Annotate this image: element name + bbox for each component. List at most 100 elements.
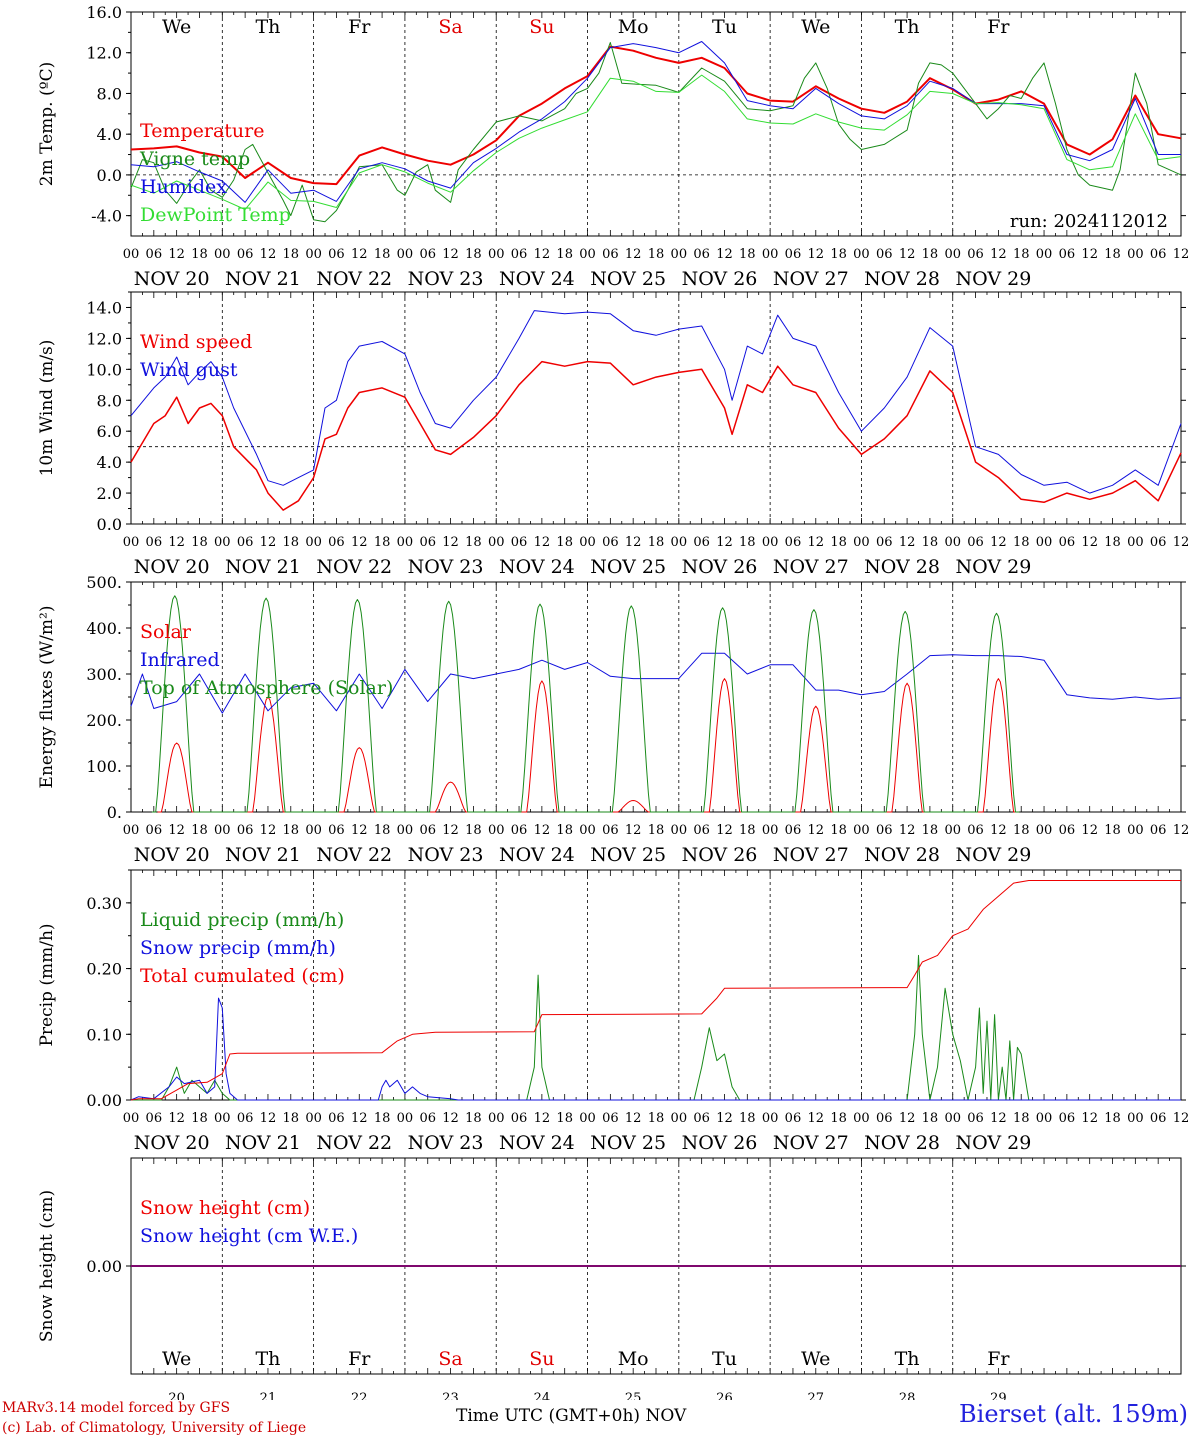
plot-frame	[130, 291, 1182, 525]
hour-label: 12	[808, 535, 825, 550]
hour-label: 00	[671, 1111, 688, 1126]
day-abbr: Fr	[987, 16, 1010, 38]
day-number: 21	[260, 1391, 277, 1400]
hour-label: 12	[625, 535, 642, 550]
date-label: NOV 22	[316, 1132, 392, 1154]
hour-label: 18	[465, 247, 482, 262]
y-tick-label: 12.0	[86, 44, 122, 63]
series-line-liquid-precip-mm-h-	[131, 954, 1181, 1101]
day-abbr: Tu	[712, 16, 737, 38]
y-tick-label: 2.0	[97, 484, 122, 503]
day-abbr: Th	[895, 16, 920, 38]
day-abbr: Th	[255, 1348, 280, 1370]
series-line-total-cumulated-cm-	[130, 880, 1181, 1101]
hour-label: 00	[1127, 535, 1144, 550]
hour-label: 12	[1081, 247, 1098, 262]
hour-label: 18	[1013, 247, 1030, 262]
hour-label: 18	[556, 247, 573, 262]
hour-label: 00	[853, 535, 870, 550]
panel-wind: 0.0 2.0 4.0 6.0 8.0 10.0 12.0 14.0 10m Wind (m/s…	[37, 291, 1189, 578]
day-abbr: We	[801, 1348, 830, 1370]
hour-label: 12	[351, 823, 368, 838]
hour-label: 06	[1150, 1111, 1167, 1126]
meteogram: -4.0 0.0 4.0 8.0 12.0 16.0 2m Temp. (ºC) Temper…	[37, 3, 1190, 1400]
date-label: NOV 26	[682, 844, 758, 866]
hour-label: 18	[739, 823, 756, 838]
hour-label: 12	[990, 247, 1007, 262]
hour-label: 06	[967, 1111, 984, 1126]
hour-label: 00	[214, 823, 231, 838]
date-label: NOV 27	[773, 556, 849, 578]
legend-entry: Infrared	[140, 649, 220, 671]
hour-label: 18	[1104, 535, 1121, 550]
date-label: NOV 29	[955, 1132, 1031, 1154]
hour-label: 12	[899, 1111, 916, 1126]
hour-label: 00	[123, 1111, 140, 1126]
hour-label: 18	[1013, 823, 1030, 838]
hour-label: 12	[1173, 823, 1190, 838]
y-tick-label: 0.0	[97, 515, 122, 534]
hour-label: 06	[328, 823, 345, 838]
hour-label: 18	[830, 535, 847, 550]
hour-label: 00	[762, 823, 779, 838]
hour-label: 12	[990, 823, 1007, 838]
series-line-top-of-atmosphere-solar-	[151, 595, 1020, 813]
date-label: NOV 25	[590, 556, 666, 578]
date-label: NOV 28	[864, 268, 940, 290]
hour-label: 00	[123, 535, 140, 550]
hour-label: 18	[191, 823, 208, 838]
legend-entry: Vigne temp	[139, 148, 250, 170]
day-number: 26	[716, 1391, 733, 1400]
hour-label: 00	[579, 535, 596, 550]
date-label: NOV 24	[499, 556, 575, 578]
hour-label: 00	[671, 535, 688, 550]
date-label: NOV 21	[225, 1132, 301, 1154]
run-label: run: 2024112012	[1010, 211, 1168, 232]
hour-label: 12	[260, 823, 277, 838]
legend-entry: Snow precip (mm/h)	[140, 937, 336, 959]
date-label: NOV 22	[316, 556, 392, 578]
hour-label: 06	[693, 1111, 710, 1126]
series-line-infrared	[130, 652, 1182, 714]
hour-label: 18	[374, 1111, 391, 1126]
hour-label: 12	[899, 535, 916, 550]
date-label: NOV 28	[864, 844, 940, 866]
y-tick-label: 0.0	[97, 166, 122, 185]
hour-label: 06	[146, 535, 163, 550]
hour-label: 06	[967, 823, 984, 838]
series-line-vigne-temp	[130, 42, 1182, 223]
y-tick-label: 0.00	[86, 1257, 122, 1276]
hour-label: 12	[808, 1111, 825, 1126]
day-number: 20	[168, 1391, 185, 1400]
hour-label: 18	[374, 535, 391, 550]
legend-entry: DewPoint Temp	[140, 204, 291, 226]
hour-label: 12	[351, 247, 368, 262]
hour-label: 12	[534, 1111, 551, 1126]
day-abbr: Fr	[348, 1348, 371, 1370]
hour-label: 00	[488, 1111, 505, 1126]
hour-label: 00	[488, 823, 505, 838]
day-abbr: Th	[895, 1348, 920, 1370]
day-number: 27	[808, 1391, 825, 1400]
day-abbr: Mo	[618, 1348, 649, 1370]
legend-entry: Humidex	[140, 176, 227, 198]
hour-label: 00	[1036, 823, 1053, 838]
date-label: NOV 25	[590, 1132, 666, 1154]
hour-label: 06	[328, 1111, 345, 1126]
hour-label: 12	[534, 823, 551, 838]
hour-label: 18	[739, 247, 756, 262]
hour-label: 18	[648, 823, 665, 838]
hour-label: 12	[260, 535, 277, 550]
date-label: NOV 28	[864, 556, 940, 578]
day-abbr: Su	[529, 16, 554, 38]
date-label: NOV 23	[408, 844, 484, 866]
y-axis-label: 10m Wind (m/s)	[37, 340, 57, 477]
hour-label: 00	[397, 247, 414, 262]
date-label: NOV 27	[773, 268, 849, 290]
series-line-temperature	[130, 45, 1182, 186]
hour-label: 12	[625, 823, 642, 838]
date-label: NOV 20	[134, 556, 210, 578]
hour-label: 18	[1104, 1111, 1121, 1126]
hour-label: 00	[853, 823, 870, 838]
model-credit: MARv3.14 model forced by GFS	[2, 1400, 231, 1416]
